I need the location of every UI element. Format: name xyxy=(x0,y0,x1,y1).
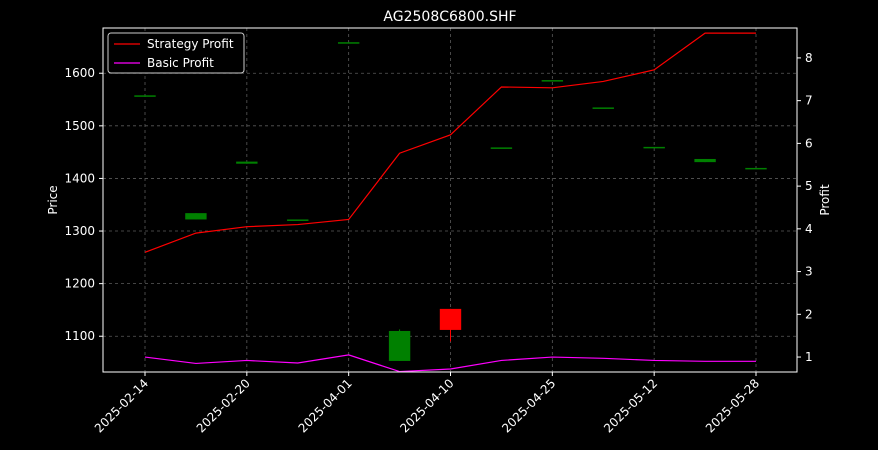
candle-body xyxy=(694,158,716,163)
series-line-strategy-profit xyxy=(144,32,756,253)
right-axis-title: Profit xyxy=(818,184,832,216)
legend: Strategy Profit Basic Profit xyxy=(107,32,245,74)
candle-body xyxy=(185,213,207,220)
left-y-axis: 1100 1200 1300 1400 1500 1600 xyxy=(64,66,103,343)
right-y-tick-label: 6 xyxy=(805,136,813,150)
series-line-basic-profit xyxy=(144,354,756,373)
right-y-tick-label: 5 xyxy=(805,179,813,193)
left-y-tick-label: 1400 xyxy=(64,171,95,185)
left-y-tick-label: 1600 xyxy=(64,66,95,80)
candle-body xyxy=(490,147,513,149)
right-y-tick-label: 8 xyxy=(805,51,813,65)
candle-body xyxy=(541,80,564,82)
candle-body xyxy=(745,167,767,170)
profit-lines xyxy=(144,32,756,373)
legend-box xyxy=(107,32,245,74)
candle-body xyxy=(287,219,309,221)
right-y-tick-label: 3 xyxy=(805,265,813,279)
right-y-tick-label: 7 xyxy=(805,94,813,108)
right-y-tick-label: 1 xyxy=(805,350,813,364)
candle-body xyxy=(643,146,665,149)
right-y-tick-label: 4 xyxy=(805,222,813,236)
candle-body xyxy=(134,95,156,97)
left-y-tick-label: 1100 xyxy=(64,329,95,343)
legend-label-basic-profit: Basic Profit xyxy=(147,56,214,70)
right-y-tick-label: 2 xyxy=(805,307,813,321)
left-axis-title: Price xyxy=(46,185,60,214)
chart-title: AG2508C6800.SHF xyxy=(383,9,516,25)
left-y-tick-label: 1200 xyxy=(64,277,95,291)
candle-body xyxy=(388,330,411,361)
candle-body xyxy=(439,308,462,330)
left-y-tick-label: 1300 xyxy=(64,224,95,238)
left-y-tick-label: 1500 xyxy=(64,119,95,133)
candle-body xyxy=(236,161,258,164)
right-y-axis: 1 2 3 4 5 6 7 8 xyxy=(797,51,813,364)
candle-body xyxy=(592,107,614,109)
candles xyxy=(134,42,767,361)
candle-body xyxy=(337,42,360,44)
legend-label-strategy-profit: Strategy Profit xyxy=(147,37,234,51)
